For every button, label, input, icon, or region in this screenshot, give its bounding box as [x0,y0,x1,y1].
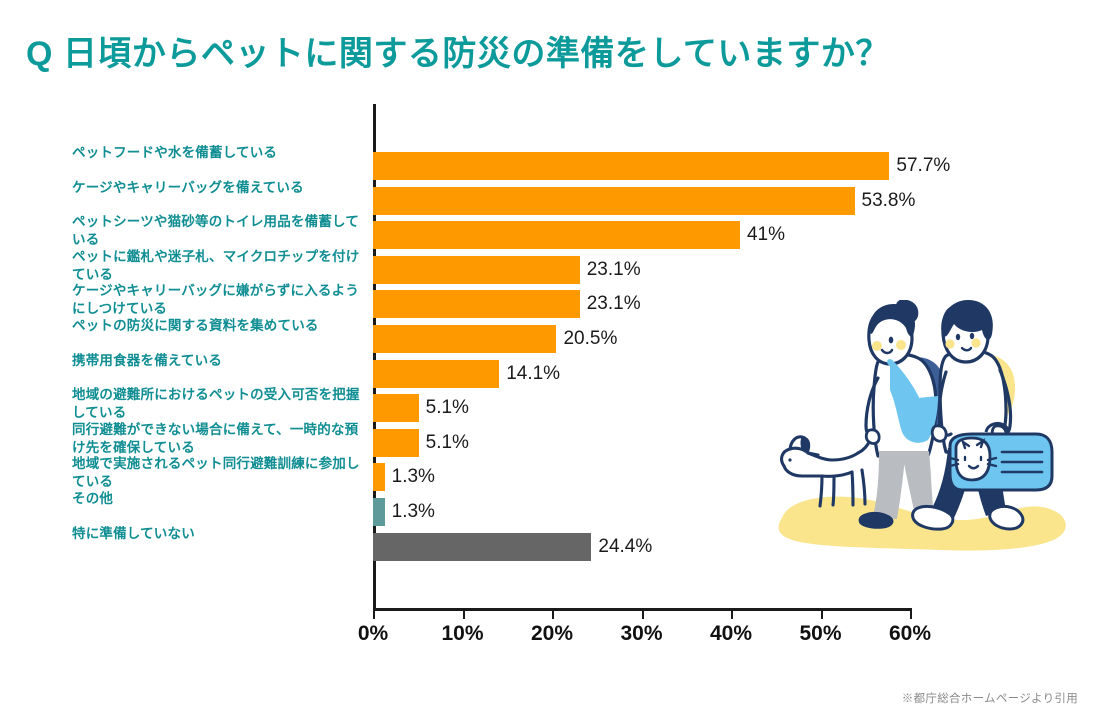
bar[interactable] [373,186,855,215]
woman-cheek-right-shape [896,340,906,350]
x-axis-tick [373,608,375,619]
category-label: 同行避難ができない場合に備えて、一時的な預け先を確保している [72,421,359,455]
cat-face-shape [948,438,998,470]
carrier-window-shape [954,436,992,482]
bar-row: 5.1% [373,394,910,423]
people-evacuating-with-pets-illustration [760,299,1100,562]
x-axis-tick-label: 10% [441,622,484,645]
bar-row: 24.4% [373,532,910,561]
x-axis-tick [820,608,823,619]
x-axis-tick-label: 30% [620,622,663,645]
bar[interactable] [373,394,419,423]
bar-value-label: 1.3% [391,466,435,488]
bar-value-label: 24.4% [598,535,653,557]
x-axis-tick-label: 40% [709,622,753,645]
x-axis-tick [910,608,912,619]
dog-shape [780,435,872,508]
x-axis-tick [552,608,554,619]
category-label: 特に準備していない [72,525,195,541]
bar-row: 53.8% [373,186,915,215]
bar[interactable] [373,532,592,561]
category-label: ケージやキャリーバッグに嫌がらずに入るようにしつけている [72,283,360,317]
bar[interactable] [373,325,557,353]
man-eye-right-shape [969,332,975,340]
bar-row: 20.5% [373,325,910,353]
category-label: ケージやキャリーバッグを備えている [72,179,304,195]
x-axis-tick [641,608,644,619]
bar-value-label: 41% [746,224,785,246]
bar[interactable] [373,221,740,250]
x-axis-tick-label: 20% [530,622,574,645]
woman-mouth-shape [880,348,894,355]
bar-row: 14.1% [373,359,910,388]
x-axis-tick-label: 50% [799,622,842,645]
category-label: ペットの防災に関する資料を集めている [72,318,319,333]
page-title: Q 日頃からペットに関する防災の準備をしていますか？ [26,35,890,73]
bar-row: 23.1% [373,290,910,319]
bar[interactable] [373,359,500,388]
woman-trousers-shape [872,451,934,520]
carrier-handle-shape [984,422,1010,433]
woman-tote-bag-shape [890,362,938,443]
category-label: ペットフードや水を備蓄している [72,145,278,160]
bar-value-label: 5.1% [425,431,469,453]
bar[interactable] [373,498,385,526]
bar[interactable] [373,290,580,319]
man-shoe-right-shape [988,504,1025,531]
x-axis-tick [462,608,465,619]
y-axis-line [373,104,376,608]
bar[interactable] [373,463,385,492]
bar-value-label: 14.1% [506,362,561,384]
x-axis-tick-label: 60% [888,622,932,645]
bar-value-label: 23.1% [586,293,641,315]
man-shoe-left-shape [911,504,955,531]
woman-cheek-left-shape [872,341,882,351]
man-cheek-left-shape [945,339,955,349]
category-label: 地域で実施されるペット同行避難訓練に参加している [72,456,360,490]
bar-row: 5.1% [373,428,910,457]
bar-value-label: 1.3% [391,501,435,522]
man-mouth-shape [960,346,973,352]
carrier-vents-shape [1000,450,1044,474]
woman-hand-shape [864,428,881,445]
x-axis-tick [731,608,733,619]
bar-value-label: 57.7% [896,155,951,176]
bar-row: 23.1% [373,255,910,284]
bar-value-label: 53.8% [861,189,916,211]
bar-value-label: 5.1% [425,397,469,419]
dog-ear-shape [800,436,811,453]
bar-value-label: 23.1% [586,258,641,280]
plot-area: 0% 10% 20% 30% 40% 50% 60% 57.7% 53.8% 41% 23.1% 2… [358,104,950,645]
man-cheek-right-shape [971,338,981,348]
category-label: ペットシーツや猫砂等のトイレ用品を備蓄している [72,214,360,247]
bar-row: 41% [373,221,910,250]
category-label: 地域の避難所におけるペットの受入可否を把握している [72,387,360,420]
man-eye-left-shape [955,333,961,341]
category-label: その他 [72,491,114,506]
man-hand-left-shape [930,424,948,443]
category-label: ペットに鑑札や迷子札、マイクロチップを付けている [72,248,360,282]
bar[interactable] [373,152,890,180]
bar-row: 1.3% [373,498,910,526]
x-axis-tick-label: 0% [357,622,389,645]
woman-hair-bun-shape [895,299,919,324]
bar-row: 57.7% [373,152,950,180]
woman-tote-strap-shape [887,359,919,401]
woman-shoe-shape [858,511,894,529]
bar-value-label: 20.5% [563,328,618,349]
woman-eye-shape [888,336,894,344]
source-footnote: ※都庁総合ホームページより引用 [901,693,1078,705]
bar[interactable] [373,255,580,284]
category-label: 携帯用食器を備えている [72,352,223,368]
man-hair-shape [941,300,993,340]
bar[interactable] [373,428,419,457]
bar-row: 1.3% [373,463,910,492]
